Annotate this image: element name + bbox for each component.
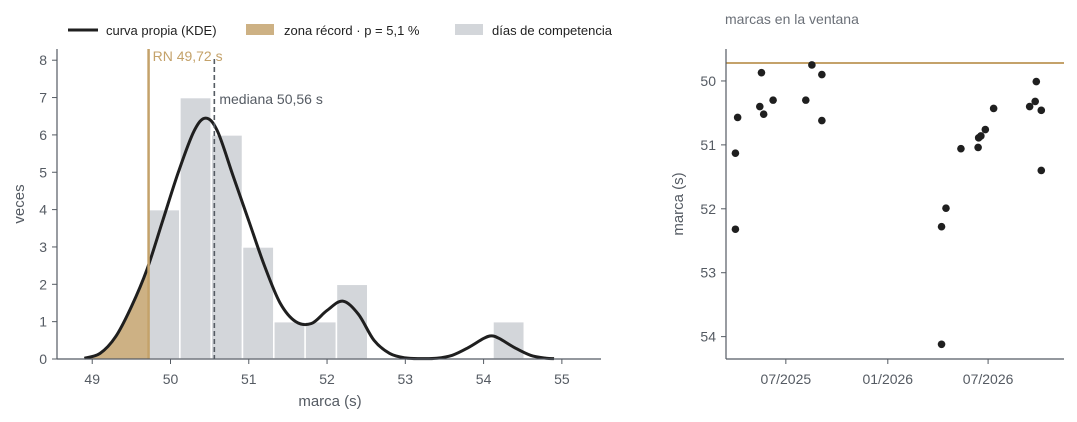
y-axis-title: veces <box>11 184 28 223</box>
x-tick-label: 54 <box>476 371 492 387</box>
scatter-y-tick-label: 53 <box>700 265 716 281</box>
scatter-point <box>756 102 764 111</box>
scatter-point <box>818 116 826 125</box>
scatter-point <box>1037 106 1046 115</box>
scatter-point <box>977 132 985 140</box>
y-tick-label: 3 <box>39 239 47 255</box>
histogram-bar <box>304 320 338 360</box>
scatter-point <box>1037 166 1046 175</box>
scatter-title: marcas en la ventana <box>725 11 859 27</box>
scatter-point <box>937 340 946 349</box>
legend-kde-label: curva propia (KDE) <box>106 23 217 38</box>
legend: curva propia (KDE) zona récord · p = 5,1… <box>68 23 613 38</box>
record-label: RN 49,72 s <box>153 48 223 64</box>
scatter-points <box>731 61 1046 349</box>
scatter-point <box>769 96 777 104</box>
scatter-point <box>1025 102 1034 111</box>
histogram-bar <box>147 208 181 360</box>
legend-bars-swatch <box>455 24 483 35</box>
scatter-point <box>937 222 946 231</box>
y-tick-label: 1 <box>39 314 47 330</box>
scatter-point <box>759 110 768 118</box>
y-tick-label: 0 <box>39 351 47 367</box>
scatter-y-tick-label: 54 <box>700 329 716 345</box>
histogram-panel: RN 49,72 s mediana 50,56 s 0 1 2 3 4 5 6 7 8 49 50… <box>11 48 601 410</box>
histogram-bar <box>273 320 306 360</box>
histogram-bar <box>492 320 526 360</box>
record-zone-area <box>84 264 149 359</box>
x-tick-label: 53 <box>398 371 414 387</box>
x-tick-label: 50 <box>163 371 179 387</box>
scatter-x-tick-label: 01/2026 <box>862 371 913 387</box>
x-axis-title: marca (s) <box>298 393 361 410</box>
histogram-bars <box>147 96 526 360</box>
x-tick-label: 51 <box>241 371 257 387</box>
scatter-point <box>731 225 740 234</box>
scatter-point <box>1031 97 1039 106</box>
y-tick-label: 5 <box>39 164 47 180</box>
scatter-y-tick-label: 52 <box>700 201 716 217</box>
scatter-point <box>981 125 990 134</box>
legend-zone-swatch <box>246 24 274 35</box>
histogram-bar <box>179 96 212 360</box>
scatter-point <box>957 144 965 153</box>
scatter-x-tick-label: 07/2026 <box>963 371 1014 387</box>
legend-zone-label: zona récord · p = 5,1 % <box>284 23 420 38</box>
scatter-point <box>1032 77 1041 86</box>
histogram-bar <box>241 246 275 360</box>
y-tick-label: 7 <box>39 90 47 106</box>
scatter-y-tick-label: 51 <box>700 137 716 153</box>
y-tick-label: 4 <box>39 202 47 218</box>
scatter-point <box>974 143 982 152</box>
scatter-point <box>989 104 998 113</box>
scatter-point <box>731 149 740 157</box>
scatter-point <box>733 113 742 122</box>
legend-bars-label: días de competencia <box>492 23 613 38</box>
scatter-x-tick-label: 07/2025 <box>761 371 812 387</box>
kde-curve <box>83 116 555 361</box>
histogram-axes: 0 1 2 3 4 5 6 7 8 49 50 51 52 53 54 55 <box>39 49 601 387</box>
scatter-y-tick-label: 50 <box>700 73 716 89</box>
x-tick-label: 52 <box>319 371 335 387</box>
histogram-bar <box>210 134 244 360</box>
y-tick-label: 8 <box>39 52 47 68</box>
scatter-axes: 50 51 52 53 54 07/2025 01/2026 07/2026 <box>700 49 1064 387</box>
y-tick-label: 2 <box>39 276 47 292</box>
scatter-panel: marcas en la ventana 50 51 52 53 54 07/2025 01… <box>670 11 1064 387</box>
scatter-point <box>818 70 826 79</box>
scatter-point <box>808 61 816 69</box>
y-tick-label: 6 <box>39 127 47 143</box>
x-tick-label: 55 <box>554 371 570 387</box>
x-tick-label: 49 <box>84 371 100 387</box>
scatter-y-axis-title: marca (s) <box>670 172 687 235</box>
scatter-point <box>757 68 766 77</box>
median-label: mediana 50,56 s <box>219 91 323 107</box>
scatter-point <box>801 96 810 104</box>
scatter-point <box>942 204 950 212</box>
